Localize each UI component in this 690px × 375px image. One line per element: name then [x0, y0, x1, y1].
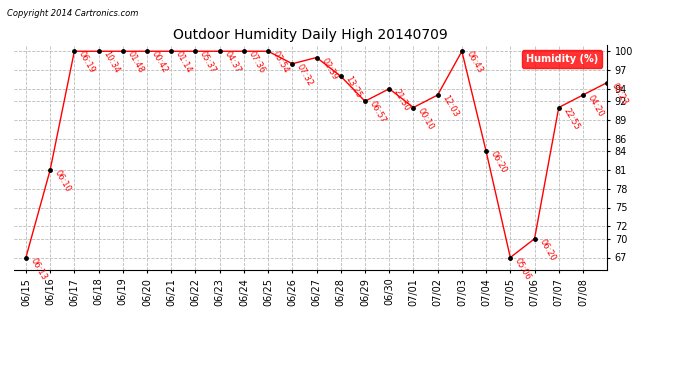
Text: 07:36: 07:36	[246, 50, 266, 75]
Text: 05:23: 05:23	[610, 81, 630, 106]
Text: 21:30: 21:30	[392, 87, 412, 112]
Text: 04:20: 04:20	[586, 94, 605, 118]
Text: 10:34: 10:34	[101, 50, 121, 75]
Text: 22:55: 22:55	[562, 106, 581, 131]
Text: 13:25: 13:25	[344, 75, 364, 100]
Text: 12:03: 12:03	[440, 94, 460, 119]
Text: 06:19: 06:19	[77, 50, 97, 75]
Text: 07:32: 07:32	[295, 62, 315, 88]
Text: 01:48: 01:48	[126, 50, 146, 75]
Text: 06:10: 06:10	[53, 169, 72, 194]
Text: 05:06: 05:06	[513, 256, 533, 281]
Title: Outdoor Humidity Daily High 20140709: Outdoor Humidity Daily High 20140709	[173, 28, 448, 42]
Text: 06:20: 06:20	[538, 237, 557, 262]
Text: 06:13: 06:13	[29, 256, 48, 281]
Text: 06:20: 06:20	[489, 150, 509, 175]
Text: 02:39: 02:39	[319, 56, 339, 81]
Text: 00:10: 00:10	[416, 106, 436, 131]
Text: 05:37: 05:37	[198, 50, 218, 75]
Legend: Humidity (%): Humidity (%)	[522, 50, 602, 68]
Text: 06:57: 06:57	[368, 100, 388, 125]
Text: 03:54: 03:54	[271, 50, 290, 75]
Text: 06:43: 06:43	[464, 50, 484, 75]
Text: Copyright 2014 Cartronics.com: Copyright 2014 Cartronics.com	[7, 9, 138, 18]
Text: 00:42: 00:42	[150, 50, 170, 75]
Text: 04:37: 04:37	[222, 50, 242, 75]
Text: 01:14: 01:14	[174, 50, 194, 75]
